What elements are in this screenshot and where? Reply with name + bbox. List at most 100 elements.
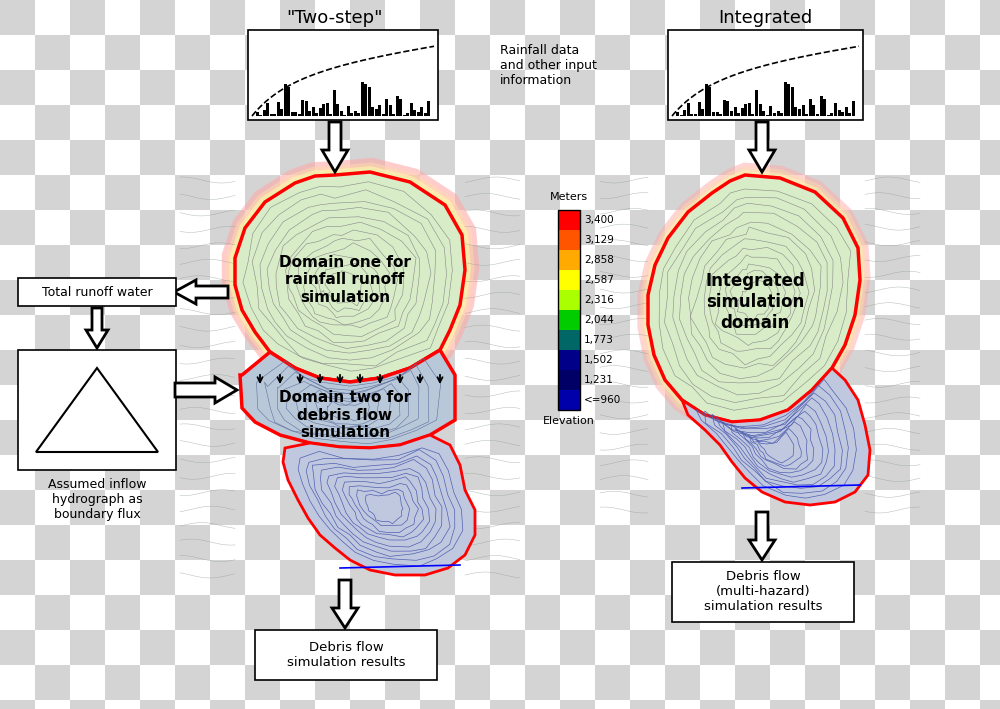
Bar <box>766 115 769 116</box>
Bar <box>700 175 735 210</box>
Bar <box>490 315 525 350</box>
Bar <box>350 70 385 105</box>
Bar <box>980 35 1000 70</box>
Bar <box>560 245 595 280</box>
Bar <box>245 315 280 350</box>
Bar <box>315 35 350 70</box>
Bar <box>630 350 665 385</box>
Bar <box>770 630 805 665</box>
Bar <box>427 101 430 116</box>
Bar <box>719 114 722 116</box>
Bar <box>280 245 315 280</box>
Bar <box>140 70 175 105</box>
Bar <box>382 114 385 116</box>
Bar <box>245 420 280 455</box>
Bar <box>875 560 910 595</box>
Bar <box>705 84 708 116</box>
Bar <box>385 70 420 105</box>
Bar <box>175 140 210 175</box>
Bar <box>350 490 385 525</box>
Bar <box>910 35 945 70</box>
Bar <box>413 110 416 116</box>
Bar <box>910 350 945 385</box>
Bar <box>315 315 350 350</box>
Bar <box>630 630 665 665</box>
Bar <box>35 595 70 630</box>
Bar <box>805 560 840 595</box>
Bar <box>595 105 630 140</box>
Bar <box>805 280 840 315</box>
Text: Elevation: Elevation <box>543 416 595 426</box>
Polygon shape <box>175 377 237 403</box>
Bar <box>140 0 175 35</box>
Bar <box>270 114 273 116</box>
Bar <box>315 280 350 315</box>
Bar <box>848 113 851 116</box>
Bar <box>70 630 105 665</box>
Bar <box>980 700 1000 709</box>
Bar <box>945 385 980 420</box>
Bar <box>910 105 945 140</box>
Bar <box>18 278 176 306</box>
Bar <box>35 105 70 140</box>
Bar <box>558 270 580 290</box>
Bar <box>735 210 770 245</box>
Bar <box>910 665 945 700</box>
Bar <box>315 113 318 116</box>
Bar <box>420 350 455 385</box>
Bar <box>315 105 350 140</box>
Bar <box>255 630 437 680</box>
Bar <box>245 210 280 245</box>
Bar <box>910 525 945 560</box>
Bar <box>945 455 980 490</box>
Bar <box>770 0 805 35</box>
Bar <box>700 105 735 140</box>
Bar <box>595 315 630 350</box>
Polygon shape <box>637 162 870 434</box>
Bar <box>875 105 910 140</box>
Bar <box>420 280 455 315</box>
Bar <box>770 385 805 420</box>
Bar <box>980 350 1000 385</box>
Text: 3,400: 3,400 <box>584 215 614 225</box>
Bar <box>315 245 350 280</box>
Bar <box>35 140 70 175</box>
Bar <box>490 280 525 315</box>
Bar <box>735 525 770 560</box>
Bar <box>525 665 560 700</box>
Bar <box>140 315 175 350</box>
Bar <box>35 560 70 595</box>
Bar <box>630 210 665 245</box>
Bar <box>105 630 140 665</box>
Bar <box>735 0 770 35</box>
Bar <box>280 455 315 490</box>
Bar <box>343 115 346 116</box>
Bar <box>420 175 455 210</box>
Bar <box>455 70 490 105</box>
Bar <box>840 245 875 280</box>
Bar <box>525 70 560 105</box>
Bar <box>980 245 1000 280</box>
Bar <box>700 455 735 490</box>
Bar <box>665 140 700 175</box>
Bar <box>558 210 580 410</box>
Bar <box>910 490 945 525</box>
Bar <box>735 245 770 280</box>
Bar <box>630 175 665 210</box>
Bar <box>735 455 770 490</box>
Bar <box>105 245 140 280</box>
Bar <box>735 665 770 700</box>
Bar <box>315 385 350 420</box>
Bar <box>490 700 525 709</box>
Bar <box>980 630 1000 665</box>
Bar <box>105 35 140 70</box>
Bar <box>350 420 385 455</box>
Bar <box>350 560 385 595</box>
Bar <box>280 490 315 525</box>
Bar <box>665 560 700 595</box>
Bar <box>0 630 35 665</box>
Bar <box>910 385 945 420</box>
Bar <box>315 70 350 105</box>
Bar <box>525 490 560 525</box>
Bar <box>945 420 980 455</box>
